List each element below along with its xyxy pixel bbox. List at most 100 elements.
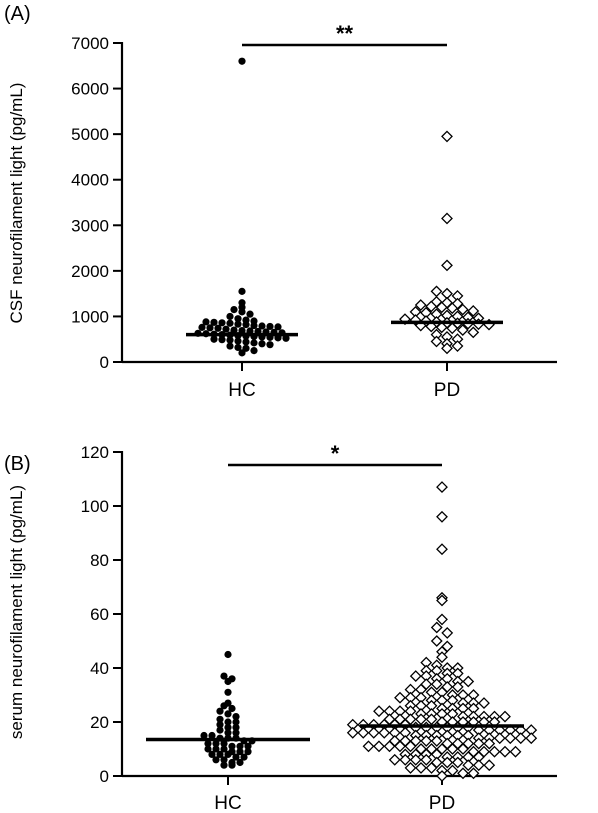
data-point-pd — [451, 340, 464, 352]
y-tick-label: 60 — [90, 605, 109, 624]
data-point-hc — [214, 324, 222, 332]
x-tick-label: HC — [228, 380, 255, 401]
y-tick-label: 5000 — [71, 125, 109, 144]
data-point-pd — [414, 299, 427, 311]
data-point-pd — [357, 726, 370, 739]
data-point-hc — [222, 325, 230, 333]
panel-b: (B) serum neurofilament light (pg/mL) 0 20 4… — [4, 441, 557, 813]
data-point-hc — [258, 340, 266, 348]
data-point-hc — [232, 753, 240, 761]
data-point-pd — [436, 481, 448, 494]
data-point-pd — [399, 753, 412, 766]
data-point-hc — [224, 723, 232, 732]
data-point-pd — [430, 678, 443, 691]
data-point-hc — [226, 336, 234, 344]
data-point-hc — [228, 742, 236, 750]
data-point-pd — [436, 510, 448, 523]
y-tick-label: 7000 — [71, 34, 109, 53]
data-point-pd — [446, 743, 459, 755]
data-point-hc — [234, 320, 242, 328]
data-point-hc — [238, 326, 246, 335]
data-point-pd — [409, 670, 422, 683]
y-tick-label: 100 — [81, 497, 109, 516]
y-tick-label: 0 — [100, 767, 109, 786]
data-point-pd — [425, 761, 438, 774]
data-point-hc — [206, 324, 214, 332]
y-tick-label: 80 — [90, 551, 109, 570]
data-point-pd — [404, 761, 417, 774]
data-point-pd — [346, 726, 359, 739]
data-point-pd — [467, 767, 480, 780]
data-point-pd — [457, 767, 469, 780]
data-point-pd — [378, 726, 391, 739]
data-point-pd — [394, 740, 406, 753]
data-point-hc — [212, 756, 220, 764]
data-point-hc — [220, 761, 228, 769]
data-point-pd — [435, 301, 448, 314]
data-point-hc — [230, 305, 238, 314]
data-point-hc — [238, 287, 246, 295]
data-point-pd — [430, 635, 443, 647]
y-tick-label: 6000 — [71, 80, 109, 99]
y-tick-label: 4000 — [71, 171, 109, 190]
y-tick-label: 3000 — [71, 216, 109, 235]
data-point-hc — [218, 319, 226, 327]
data-point-hc — [246, 327, 254, 335]
data-point-pd — [509, 745, 522, 758]
y-tick-label: 120 — [81, 443, 109, 462]
data-point-hc — [216, 726, 224, 734]
data-point-hc — [232, 729, 240, 737]
y-tick-label: 1000 — [71, 307, 109, 326]
data-point-pd — [446, 302, 459, 315]
data-point-pd — [525, 732, 538, 745]
data-point-hc — [240, 753, 248, 761]
data-point-pd — [367, 726, 380, 739]
data-point-pd — [388, 753, 401, 766]
data-point-pd — [383, 740, 396, 753]
data-point-hc — [236, 758, 244, 767]
data-point-hc — [234, 337, 242, 345]
data-point-pd — [451, 680, 464, 693]
data-point-pd — [436, 543, 448, 556]
data-point-pd — [483, 737, 496, 750]
data-point-hc — [230, 326, 238, 334]
data-point-hc — [226, 319, 234, 327]
data-point-pd — [441, 130, 453, 143]
data-point-pd — [430, 621, 443, 634]
data-point-pd — [499, 745, 511, 758]
data-point-hc — [258, 322, 266, 330]
data-point-hc — [216, 715, 224, 723]
data-point-pd — [514, 732, 527, 745]
data-point-pd — [441, 259, 453, 272]
data-point-pd — [404, 740, 417, 753]
data-point-hc — [212, 740, 220, 748]
data-point-hc — [232, 718, 240, 726]
data-point-hc — [224, 650, 232, 659]
data-point-hc — [220, 672, 228, 680]
data-point-hc — [226, 312, 234, 321]
y-tick-label: 20 — [90, 713, 109, 732]
data-point-pd — [462, 675, 475, 688]
data-point-hc — [226, 342, 234, 350]
data-point-hc — [220, 740, 228, 748]
data-point-hc — [210, 318, 218, 326]
data-point-pd — [415, 761, 427, 774]
data-point-hc — [274, 323, 282, 331]
data-point-pd — [441, 756, 454, 769]
significance-label: ** — [336, 21, 354, 46]
data-point-hc — [204, 745, 212, 753]
data-point-pd — [409, 753, 422, 766]
data-point-hc — [224, 729, 232, 737]
panel-label: (A) — [4, 3, 31, 25]
data-point-pd — [420, 753, 433, 766]
data-point-hc — [242, 321, 250, 329]
data-point-hc — [224, 718, 232, 726]
data-point-hc — [204, 740, 212, 748]
y-tick-label: 40 — [90, 659, 109, 678]
data-point-hc — [202, 318, 210, 326]
data-point-pd — [436, 651, 448, 664]
data-point-hc — [238, 308, 246, 316]
data-point-pd — [456, 303, 469, 316]
data-point-hc — [224, 750, 232, 759]
data-point-pd — [493, 732, 506, 745]
